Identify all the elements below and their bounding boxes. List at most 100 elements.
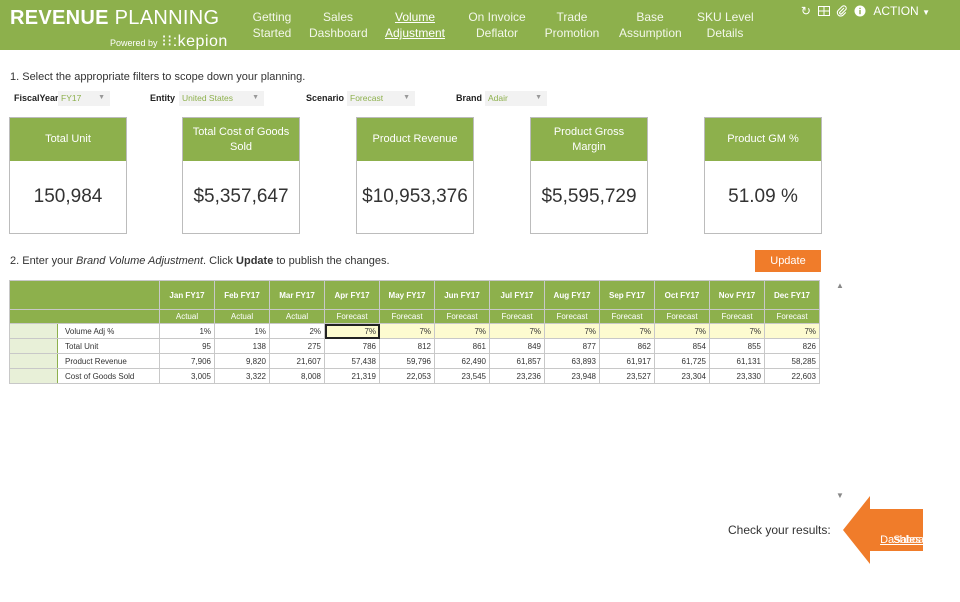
kpi-label: Product GM % bbox=[705, 118, 821, 161]
month-header: Oct FY17 bbox=[654, 280, 710, 310]
kpi-label: Total Unit bbox=[10, 118, 126, 161]
kpi-card-total-unit: Total Unit 150,984 bbox=[9, 117, 127, 234]
corner-cell bbox=[9, 280, 160, 310]
update-button[interactable]: Update bbox=[755, 250, 821, 272]
kpi-label: Total Cost of Goods Sold bbox=[183, 118, 299, 161]
month-header: Aug FY17 bbox=[544, 280, 600, 310]
table-cell: 23,330 bbox=[709, 368, 765, 384]
volume-adj-input-cell[interactable]: 7% bbox=[709, 323, 765, 339]
nav-sales-dashboard[interactable]: Sales Dashboard bbox=[309, 10, 368, 40]
type-header: Forecast bbox=[434, 309, 490, 324]
table-cell: 849 bbox=[489, 338, 545, 354]
caret-down-icon: ▼ bbox=[922, 8, 930, 17]
filter-entity-select[interactable]: United States ▼ bbox=[179, 91, 264, 106]
refresh-icon[interactable]: ↻ bbox=[800, 4, 811, 18]
scroll-up-icon[interactable]: ▲ bbox=[836, 281, 844, 290]
filter-scenario-select[interactable]: Forecast ▼ bbox=[347, 91, 415, 106]
table-cell: 61,725 bbox=[654, 353, 710, 369]
table-cell: 861 bbox=[434, 338, 490, 354]
table-cell: 61,857 bbox=[489, 353, 545, 369]
nav-volume-adjustment[interactable]: Volume Adjustment bbox=[384, 10, 446, 40]
table-cell: 786 bbox=[324, 338, 380, 354]
table-cell: 812 bbox=[379, 338, 435, 354]
step1-instruction: 1. Select the appropriate filters to sco… bbox=[10, 71, 306, 83]
table-cell: 63,893 bbox=[544, 353, 600, 369]
filter-entity-label: Entity bbox=[150, 93, 176, 103]
scroll-down-icon[interactable]: ▼ bbox=[836, 491, 844, 500]
volume-adj-input-cell[interactable]: 7% bbox=[654, 323, 710, 339]
month-header: Apr FY17 bbox=[324, 280, 380, 310]
arrow-left-icon bbox=[843, 496, 923, 564]
volume-adj-input-cell[interactable]: 7% bbox=[544, 323, 600, 339]
nav-getting-started[interactable]: Getting Started bbox=[252, 10, 292, 40]
table-cell: 275 bbox=[269, 338, 325, 354]
header-tools: ↻ ACTION ▼ bbox=[799, 4, 930, 18]
type-header: Forecast bbox=[709, 309, 765, 324]
sales-dashboard-link[interactable]: Sales Dashboard bbox=[843, 496, 934, 564]
table-cell: 62,490 bbox=[434, 353, 490, 369]
kpi-value: $5,357,647 bbox=[193, 186, 289, 207]
type-header: Forecast bbox=[489, 309, 545, 324]
action-menu[interactable]: ACTION ▼ bbox=[873, 4, 930, 18]
table-row: Product Revenue 7,906 9,820 21,607 57,438 59,… bbox=[9, 353, 820, 369]
volume-adj-input-cell[interactable]: 7% bbox=[434, 323, 490, 339]
type-header: Forecast bbox=[379, 309, 435, 324]
table-cell: 22,603 bbox=[764, 368, 820, 384]
row-indent bbox=[9, 338, 58, 354]
kpi-value: 51.09 % bbox=[728, 186, 798, 207]
month-header: Sep FY17 bbox=[599, 280, 655, 310]
table-cell: 862 bbox=[599, 338, 655, 354]
row-label: Product Revenue bbox=[57, 353, 160, 369]
nav-trade-promotion[interactable]: Trade Promotion bbox=[544, 10, 600, 40]
kpi-card-product-gross-margin: Product Gross Margin $5,595,729 bbox=[530, 117, 648, 234]
table-cell: 95 bbox=[159, 338, 215, 354]
kpi-value: 150,984 bbox=[33, 186, 103, 207]
table-cell: 22,053 bbox=[379, 368, 435, 384]
check-results-label: Check your results: bbox=[728, 523, 831, 537]
dropdown-caret-icon: ▼ bbox=[403, 94, 410, 101]
sales-dashboard-link-label[interactable]: Sales Dashboard bbox=[880, 534, 934, 546]
type-header: Actual bbox=[159, 309, 215, 324]
table-cell: 877 bbox=[544, 338, 600, 354]
volume-adj-input-cell[interactable]: 7% bbox=[599, 323, 655, 339]
row-label: Cost of Goods Sold bbox=[57, 368, 160, 384]
nav-on-invoice-deflator[interactable]: On Invoice Deflator bbox=[468, 10, 526, 40]
filter-fiscalyear-select[interactable]: FY17 ▼ bbox=[58, 91, 110, 106]
brand: REVENUE PLANNING Powered by ⁝⁝:kepion bbox=[10, 7, 227, 50]
kepion-logo: ⁝⁝:kepion bbox=[161, 33, 228, 50]
filter-brand-select[interactable]: Adair ▼ bbox=[485, 91, 547, 106]
kpi-card-total-cogs: Total Cost of Goods Sold $5,357,647 bbox=[182, 117, 300, 234]
table-row: Cost of Goods Sold 3,005 3,322 8,008 21,319 2… bbox=[9, 368, 820, 384]
attachment-icon[interactable] bbox=[835, 5, 848, 18]
table-cell: 1% bbox=[159, 323, 215, 339]
month-header: Jun FY17 bbox=[434, 280, 490, 310]
type-header: Actual bbox=[214, 309, 270, 324]
volume-adj-input-cell[interactable]: 7% bbox=[764, 323, 820, 339]
nav-sku-level-details[interactable]: SKU Level Details bbox=[697, 10, 754, 40]
month-header: Jul FY17 bbox=[489, 280, 545, 310]
table-cell: 3,322 bbox=[214, 368, 270, 384]
table-cell: 23,948 bbox=[544, 368, 600, 384]
table-cell: 826 bbox=[764, 338, 820, 354]
excel-icon[interactable] bbox=[817, 5, 830, 18]
table-cell: 21,319 bbox=[324, 368, 380, 384]
month-header: May FY17 bbox=[379, 280, 435, 310]
dropdown-caret-icon: ▼ bbox=[252, 94, 259, 101]
type-header: Actual bbox=[269, 309, 325, 324]
nav-base-assumption[interactable]: Base Assumption bbox=[619, 10, 682, 40]
volume-adj-input-cell[interactable]: 7% bbox=[489, 323, 545, 339]
kpi-card-product-revenue: Product Revenue $10,953,376 bbox=[356, 117, 474, 234]
volume-adj-input-cell[interactable]: 7% bbox=[379, 323, 435, 339]
volume-adj-input-cell[interactable]: 7% bbox=[324, 323, 380, 339]
table-cell: 2% bbox=[269, 323, 325, 339]
app-header: REVENUE PLANNING Powered by ⁝⁝:kepion Get… bbox=[0, 0, 960, 50]
info-icon[interactable] bbox=[853, 5, 866, 18]
table-cell: 59,796 bbox=[379, 353, 435, 369]
row-label: Total Unit bbox=[57, 338, 160, 354]
table-cell: 23,527 bbox=[599, 368, 655, 384]
step2-instruction: 2. Enter your Brand Volume Adjustment. C… bbox=[10, 255, 390, 267]
month-header: Dec FY17 bbox=[764, 280, 820, 310]
row-indent bbox=[9, 323, 58, 339]
type-header: Forecast bbox=[654, 309, 710, 324]
table-cell: 9,820 bbox=[214, 353, 270, 369]
